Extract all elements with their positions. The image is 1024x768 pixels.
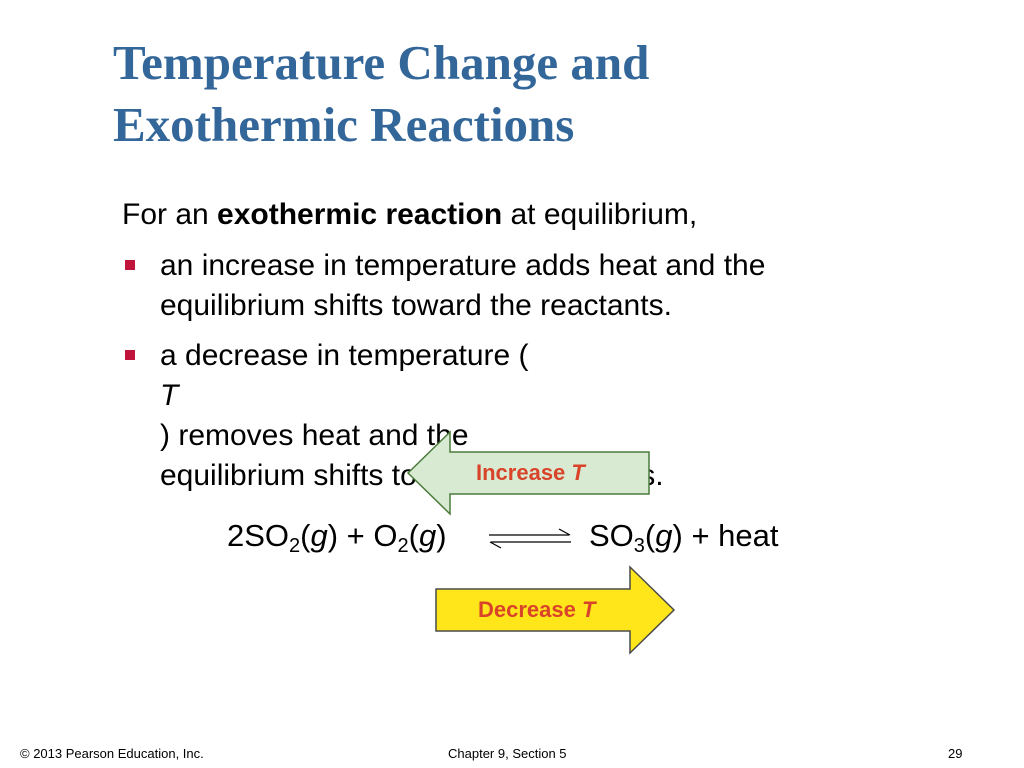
equation-right-side: SO3(g) + heat	[589, 516, 779, 556]
equation-left-side: 2SO2(g) + O2(g)	[227, 516, 447, 556]
footer-chapter: Chapter 9, Section 5	[448, 746, 567, 761]
eq-paren: )	[327, 518, 339, 553]
eq-paren: )	[672, 518, 683, 553]
bullet-line: an increase in temperature adds heat and…	[160, 249, 766, 282]
eq-phase: g	[310, 518, 328, 553]
increase-label-text: Increase	[476, 460, 572, 485]
slide-title-line-2: Exothermic Reactions	[113, 97, 575, 152]
increase-arrow-label: Increase T	[476, 460, 585, 486]
eq-paren: (	[408, 518, 419, 553]
bullet-line: a decrease in temperature ( T ) removes he…	[160, 336, 1002, 456]
equilibrium-arrows-icon	[489, 528, 571, 549]
eq-phase: g	[418, 518, 437, 553]
square-bullet-icon	[125, 260, 135, 270]
decrease-label-variable: T	[581, 597, 596, 622]
eq-heat: + heat	[682, 518, 779, 553]
footer-page-number: 29	[948, 746, 963, 761]
eq-species: 2SO	[227, 518, 290, 553]
intro-suffix: at equilibrium,	[502, 198, 698, 231]
bullet-text-part: a decrease in temperature (	[160, 339, 529, 372]
intro-bold-term: exothermic reaction	[217, 198, 503, 231]
eq-species: + O	[338, 518, 398, 553]
bullet-text: an increase in temperature adds heat and…	[160, 246, 1002, 326]
slide-title: Temperature Change and Exothermic Reacti…	[113, 32, 973, 156]
footer-copyright: © 2013 Pearson Education, Inc.	[20, 746, 204, 761]
increase-label-variable: T	[571, 460, 585, 485]
eq-subscript: 3	[633, 535, 645, 557]
bullet-item-increase: an increase in temperature adds heat and…	[122, 246, 1002, 326]
bullet-text-part: ) removes heat and the	[160, 419, 469, 452]
increase-arrow-icon	[406, 430, 650, 516]
decrease-arrow-icon	[435, 565, 676, 655]
eq-species: SO	[589, 518, 634, 553]
intro-prefix: For an	[122, 198, 218, 231]
decrease-label-text: Decrease	[478, 597, 582, 622]
eq-paren: (	[644, 518, 656, 553]
intro-sentence: For an exothermic reaction at equilibriu…	[122, 197, 697, 233]
eq-paren: (	[300, 518, 311, 553]
bullet-line: equilibrium shifts toward the reactants.	[160, 289, 672, 322]
decrease-arrow-label: Decrease T	[478, 597, 595, 623]
square-bullet-icon	[125, 350, 135, 360]
eq-phase: g	[655, 518, 673, 553]
temperature-variable: T	[160, 379, 179, 412]
eq-subscript: 2	[289, 535, 301, 557]
eq-paren: )	[436, 518, 447, 553]
eq-subscript: 2	[397, 535, 409, 557]
slide-title-line-1: Temperature Change and	[113, 35, 650, 90]
